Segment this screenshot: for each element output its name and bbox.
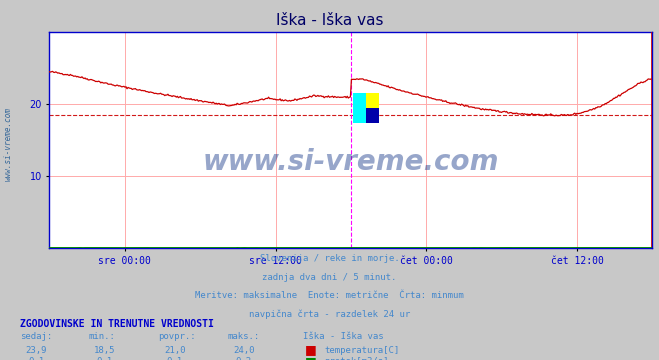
Text: min.:: min.: xyxy=(89,332,116,341)
Text: Iška - Iška vas: Iška - Iška vas xyxy=(303,332,384,341)
Text: povpr.:: povpr.: xyxy=(158,332,196,341)
Text: 23,9: 23,9 xyxy=(26,346,47,355)
Text: 0,1: 0,1 xyxy=(28,357,44,360)
Bar xyxy=(366,108,380,123)
Text: 0,1: 0,1 xyxy=(167,357,183,360)
Text: ■: ■ xyxy=(305,343,317,356)
Bar xyxy=(366,93,380,108)
Text: Meritve: maksimalne  Enote: metrične  Črta: minmum: Meritve: maksimalne Enote: metrične Črta… xyxy=(195,291,464,300)
Text: Iška - Iška vas: Iška - Iška vas xyxy=(275,13,384,28)
Text: pretok[m3/s]: pretok[m3/s] xyxy=(324,357,389,360)
Text: Slovenija / reke in morje.: Slovenija / reke in morje. xyxy=(260,254,399,263)
Text: navpična črta - razdelek 24 ur: navpična črta - razdelek 24 ur xyxy=(249,310,410,319)
Bar xyxy=(353,93,366,123)
Text: www.si-vreme.com: www.si-vreme.com xyxy=(203,148,499,176)
Text: ■: ■ xyxy=(305,355,317,360)
Text: 21,0: 21,0 xyxy=(164,346,185,355)
Text: sedaj:: sedaj: xyxy=(20,332,52,341)
Text: www.si-vreme.com: www.si-vreme.com xyxy=(3,107,13,181)
Text: 0,1: 0,1 xyxy=(96,357,112,360)
Text: 24,0: 24,0 xyxy=(233,346,254,355)
Text: 0,2: 0,2 xyxy=(236,357,252,360)
Text: zadnja dva dni / 5 minut.: zadnja dva dni / 5 minut. xyxy=(262,273,397,282)
Text: temperatura[C]: temperatura[C] xyxy=(324,346,399,355)
Text: 18,5: 18,5 xyxy=(94,346,115,355)
Text: maks.:: maks.: xyxy=(227,332,260,341)
Text: ZGODOVINSKE IN TRENUTNE VREDNOSTI: ZGODOVINSKE IN TRENUTNE VREDNOSTI xyxy=(20,319,214,329)
